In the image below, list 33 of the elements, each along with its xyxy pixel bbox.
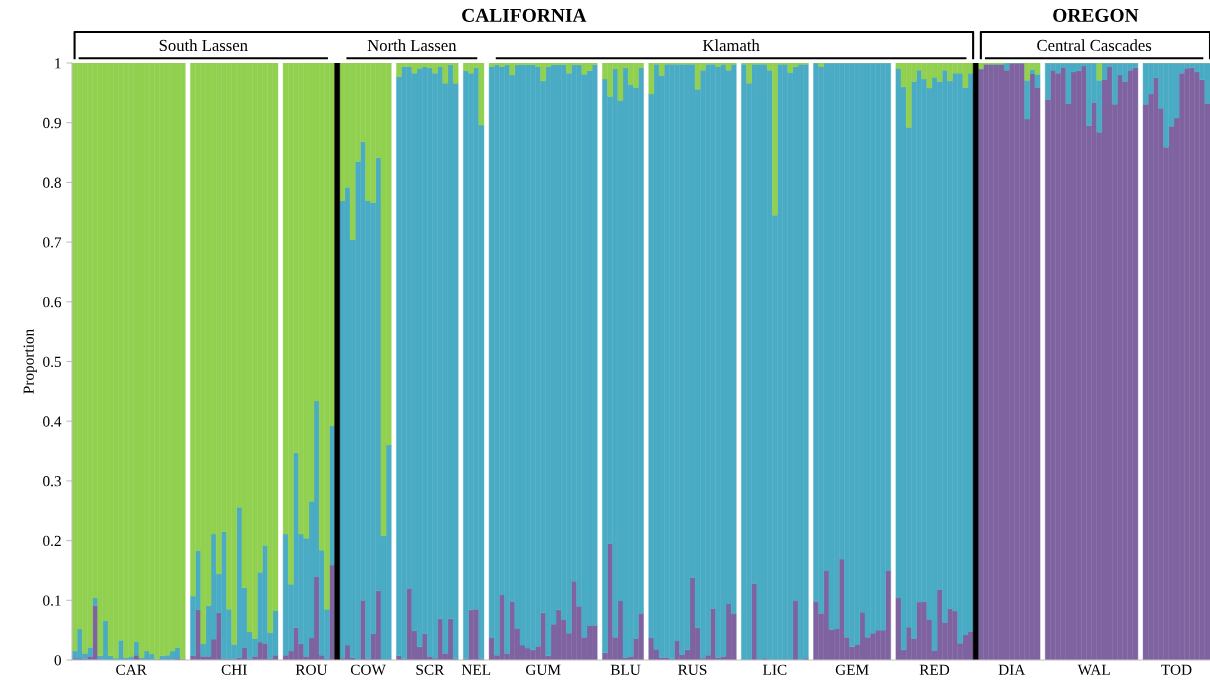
x-tick-label: GUM: [525, 664, 561, 675]
y-tick-label: 0.3: [43, 476, 61, 487]
y-tick-label: 0.9: [43, 117, 61, 129]
x-tick-label: SCR: [416, 664, 445, 675]
x-tick-label: DIA: [998, 664, 1026, 675]
x-tick-label: LIC: [763, 664, 787, 675]
x-tick-label: CAR: [116, 664, 147, 675]
x-tick-label: COW: [350, 664, 386, 675]
y-tick-label: 0.4: [43, 416, 62, 427]
y-tick-label: 0: [54, 655, 61, 666]
x-tick-label: WAL: [1077, 664, 1110, 675]
text: OREGON: [1053, 8, 1139, 22]
text: Klamath: [702, 39, 760, 52]
y-tick-label: 0.6: [43, 296, 62, 308]
y-axis-title: Proportion: [23, 329, 37, 394]
x-tick-label: BLU: [610, 664, 641, 675]
text: North Lassen: [367, 39, 457, 52]
x-tick-label: ROU: [295, 664, 328, 675]
y-tick-label: 0.8: [43, 177, 61, 188]
y-tick-label: 1: [55, 58, 61, 69]
x-tick-label: TOD: [1161, 664, 1192, 675]
text: South Lassen: [159, 39, 248, 52]
x-tick-label: RUS: [678, 664, 707, 675]
x-tick-label: GEM: [835, 664, 869, 675]
y-tick-label: 0.7: [43, 237, 62, 248]
text: CALIFORNIA: [462, 8, 587, 22]
text: Central Cascades: [1037, 39, 1152, 52]
y-tick-label: 0.1: [43, 595, 61, 606]
x-tick-label: RED: [919, 664, 950, 675]
y-tick-label: 0.5: [43, 356, 61, 368]
x-tick-label: CHI: [221, 664, 247, 675]
y-tick-label: 0.2: [43, 535, 61, 547]
x-tick-label: NEL: [461, 664, 491, 675]
